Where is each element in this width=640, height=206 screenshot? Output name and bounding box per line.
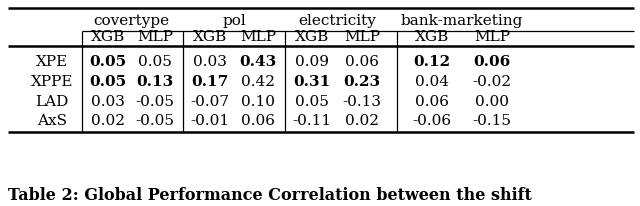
- Text: 0.04: 0.04: [415, 75, 449, 89]
- Text: covertype: covertype: [93, 14, 170, 28]
- Text: XGB: XGB: [415, 30, 449, 44]
- Text: -0.02: -0.02: [472, 75, 511, 89]
- Text: -0.15: -0.15: [472, 114, 511, 128]
- Text: 0.05: 0.05: [90, 55, 127, 69]
- Text: 0.31: 0.31: [293, 75, 331, 89]
- Text: XGB: XGB: [193, 30, 227, 44]
- Text: 0.06: 0.06: [415, 95, 449, 109]
- Text: 0.12: 0.12: [413, 55, 451, 69]
- Text: -0.05: -0.05: [136, 95, 175, 109]
- Text: 0.05: 0.05: [138, 55, 172, 69]
- Text: bank-marketing: bank-marketing: [401, 14, 523, 28]
- Text: -0.07: -0.07: [191, 95, 230, 109]
- Text: 0.02: 0.02: [345, 114, 379, 128]
- Text: 0.09: 0.09: [295, 55, 329, 69]
- Text: -0.11: -0.11: [292, 114, 332, 128]
- Text: 0.43: 0.43: [239, 55, 276, 69]
- Text: electricity: electricity: [298, 14, 376, 28]
- Text: 0.42: 0.42: [241, 75, 275, 89]
- Text: -0.13: -0.13: [342, 95, 381, 109]
- Text: -0.05: -0.05: [136, 114, 175, 128]
- Text: 0.10: 0.10: [241, 95, 275, 109]
- Text: 0.06: 0.06: [241, 114, 275, 128]
- Text: 0.23: 0.23: [344, 75, 381, 89]
- Text: XGB: XGB: [295, 30, 329, 44]
- Text: 0.03: 0.03: [91, 95, 125, 109]
- Text: Table 2: Global Performance Correlation between the shift: Table 2: Global Performance Correlation …: [8, 187, 532, 205]
- Text: MLP: MLP: [240, 30, 276, 44]
- Text: MLP: MLP: [474, 30, 510, 44]
- Text: XPE: XPE: [36, 55, 68, 69]
- Text: 0.02: 0.02: [91, 114, 125, 128]
- Text: MLP: MLP: [344, 30, 380, 44]
- Text: 0.06: 0.06: [345, 55, 379, 69]
- Text: 0.13: 0.13: [136, 75, 173, 89]
- Text: pol: pol: [222, 14, 246, 28]
- Text: 0.17: 0.17: [191, 75, 228, 89]
- Text: -0.01: -0.01: [191, 114, 230, 128]
- Text: XPPE: XPPE: [31, 75, 73, 89]
- Text: 0.05: 0.05: [295, 95, 329, 109]
- Text: 0.03: 0.03: [193, 55, 227, 69]
- Text: AxS: AxS: [37, 114, 67, 128]
- Text: MLP: MLP: [137, 30, 173, 44]
- Text: -0.06: -0.06: [412, 114, 452, 128]
- Text: 0.00: 0.00: [475, 95, 509, 109]
- Text: 0.06: 0.06: [474, 55, 511, 69]
- Text: LAD: LAD: [35, 95, 68, 109]
- Text: 0.05: 0.05: [90, 75, 127, 89]
- Text: XGB: XGB: [91, 30, 125, 44]
